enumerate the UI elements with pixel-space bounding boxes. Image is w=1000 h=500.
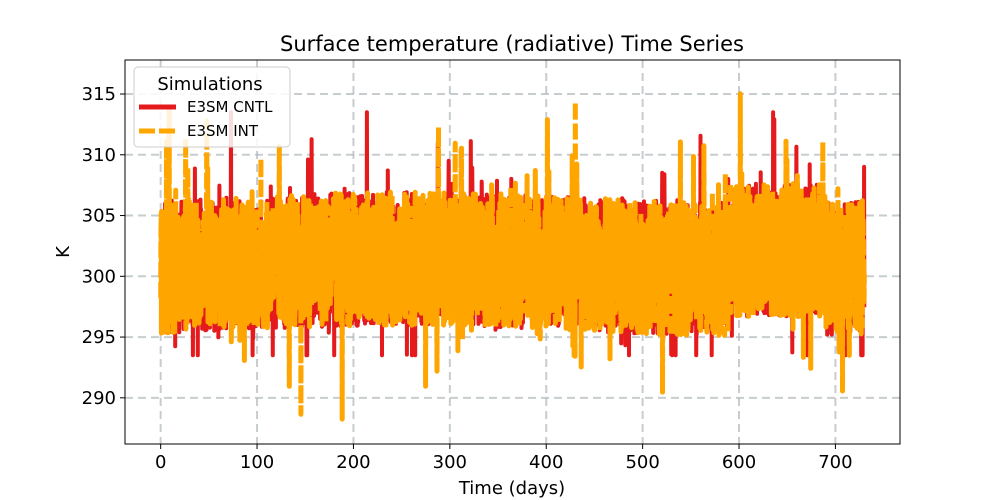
x-axis-label: Time (days) [458, 478, 565, 499]
y-tick-label: 300 [82, 266, 116, 287]
legend-label-cntl: E3SM CNTL [187, 98, 273, 116]
x-tick-label: 500 [625, 452, 659, 473]
x-tick-label: 400 [529, 452, 563, 473]
x-tick-label: 300 [433, 452, 467, 473]
grid [125, 60, 900, 444]
x-tick-label: 600 [722, 452, 756, 473]
legend: Simulations E3SM CNTL E3SM INT [133, 66, 291, 148]
y-tick-label: 295 [82, 327, 116, 348]
x-tick-label: 700 [818, 452, 852, 473]
legend-box [133, 66, 291, 148]
series-line-e3sm-int [158, 91, 867, 422]
x-axis: 0 100 200 300 400 500 600 700 [155, 444, 853, 473]
chart-title: Surface temperature (radiative) Time Ser… [280, 32, 744, 56]
legend-label-int: E3SM INT [187, 122, 259, 140]
x-tick-label: 0 [155, 452, 166, 473]
y-tick-label: 315 [82, 84, 116, 105]
legend-title: Simulations [157, 74, 262, 95]
x-tick-label: 100 [240, 452, 274, 473]
y-tick-label: 310 [82, 145, 116, 166]
y-axis: 290 295 300 305 310 315 [82, 84, 125, 409]
y-axis-label: K [53, 245, 74, 258]
series-layer [158, 91, 867, 422]
plot-frame [124, 59, 901, 445]
y-tick-label: 290 [82, 388, 116, 409]
x-tick-label: 200 [336, 452, 370, 473]
y-tick-label: 305 [82, 206, 116, 227]
